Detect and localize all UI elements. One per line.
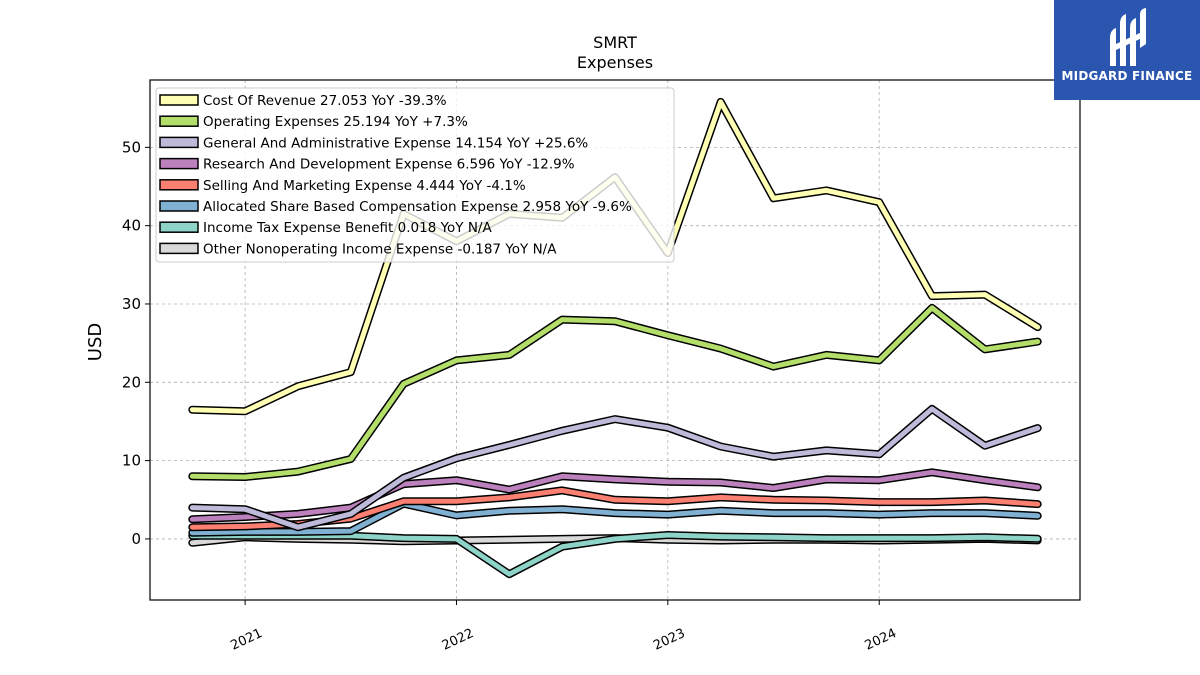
legend-swatch — [159, 136, 199, 149]
x-tick-label: 2022 — [440, 626, 476, 654]
legend-item: Selling And Marketing Expense 4.444 YoY … — [159, 178, 526, 194]
y-tick-label: 30 — [122, 295, 141, 313]
series-layer — [188, 97, 1042, 579]
legend-item: General And Administrative Expense 14.15… — [159, 135, 588, 151]
x-tick-label: 2023 — [651, 626, 687, 654]
x-tick-label: 2021 — [228, 626, 264, 654]
series-line-outline — [188, 303, 1042, 481]
legend-swatch — [159, 242, 199, 255]
legend-swatch — [159, 157, 199, 170]
x-tick-label: 2024 — [863, 626, 899, 654]
series-line — [189, 406, 1041, 530]
legend-item: Income Tax Expense Benefit 0.018 YoY N/A — [159, 220, 492, 236]
brand-name: MIDGARD FINANCE — [1061, 69, 1193, 83]
brand-logo: MIDGARD FINANCE — [1054, 0, 1200, 100]
legend-swatch — [159, 200, 199, 212]
series-income-tax-expense-benefit — [188, 531, 1042, 579]
legend-label: Cost Of Revenue 27.053 YoY -39.3% — [203, 93, 447, 109]
legend-item: Allocated Share Based Compensation Expen… — [159, 199, 632, 215]
legend-label: Income Tax Expense Benefit 0.018 YoY N/A — [203, 220, 492, 236]
y-tick-label: 40 — [122, 217, 141, 235]
legend-label: Selling And Marketing Expense 4.444 YoY … — [203, 178, 526, 194]
series-general-and-administrative-expense — [188, 404, 1042, 532]
legend-item: Research And Development Expense 6.596 Y… — [159, 157, 575, 173]
plot-frame — [149, 79, 1081, 601]
y-tick-label: 0 — [131, 530, 141, 548]
legend-label: Allocated Share Based Compensation Expen… — [203, 199, 632, 215]
y-tick-label: 20 — [122, 373, 141, 391]
series-line — [189, 501, 1041, 536]
series-line — [189, 532, 1041, 577]
y-tick-label: 10 — [122, 452, 141, 470]
legend-swatch — [159, 179, 199, 191]
series-line — [189, 469, 1041, 522]
legend-item: Operating Expenses 25.194 YoY +7.3% — [159, 114, 468, 130]
series-line — [189, 305, 1041, 480]
y-axis-label: USD — [85, 323, 106, 361]
legend-item: Cost Of Revenue 27.053 YoY -39.3% — [159, 93, 447, 109]
series-research-and-development-expense — [188, 468, 1042, 524]
legend-label: General And Administrative Expense 14.15… — [203, 135, 588, 151]
series-operating-expenses — [188, 303, 1042, 481]
y-tick-label: 50 — [122, 138, 141, 156]
chart-subtitle: Expenses — [577, 53, 653, 72]
legend-label: Operating Expenses 25.194 YoY +7.3% — [203, 114, 468, 130]
series-allocated-share-based-compensation-expense — [188, 499, 1042, 537]
legend-label: Other Nonoperating Income Expense -0.187… — [203, 241, 557, 257]
legend-swatch — [159, 115, 199, 127]
legend-swatch — [159, 221, 199, 233]
chart-title: SMRT — [593, 33, 637, 52]
legend-label: Research And Development Expense 6.596 Y… — [203, 157, 575, 173]
mf-logo-icon — [1110, 8, 1146, 66]
legend-item: Other Nonoperating Income Expense -0.187… — [159, 241, 557, 257]
legend-swatch — [159, 94, 199, 106]
legend: Cost Of Revenue 27.053 YoY -39.3% Operati… — [155, 87, 675, 263]
legend-frame — [155, 87, 675, 263]
